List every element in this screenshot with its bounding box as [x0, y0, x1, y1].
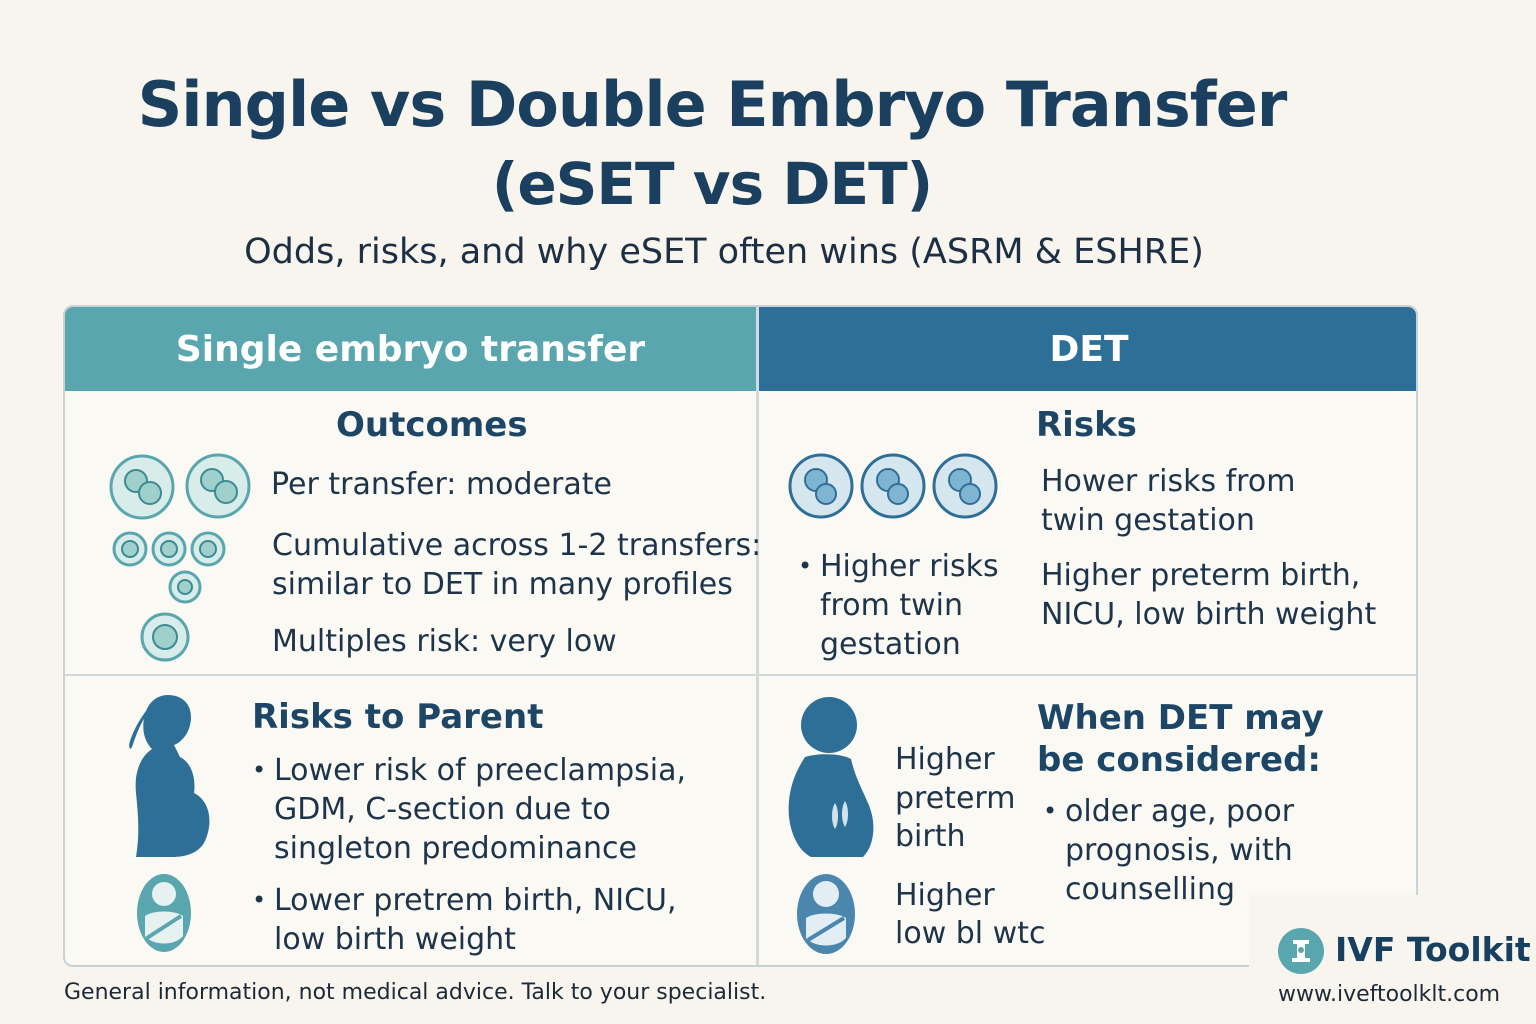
per-transfer-text: Per transfer: moderate [271, 467, 612, 502]
when-det-bullet-line2: prognosis, with [1065, 833, 1293, 868]
embryo-icon [190, 531, 226, 567]
parent-risk-bullet2-line1: Lower pretrem birth, NICU, [252, 881, 677, 920]
higher-low-weight-line1: Higher [895, 878, 995, 913]
risks-to-parent-heading: Risks to Parent [252, 697, 544, 737]
parent-risk-bullet2-line2: low birth weight [274, 922, 516, 957]
twin-risk-bullet-line1: Higher risks [798, 547, 999, 586]
twin-risk-bullet-line3: gestation [820, 627, 961, 662]
column-header-det: DET [758, 307, 1416, 391]
higher-preterm-line1: Higher [895, 742, 995, 777]
column-divider [756, 307, 759, 965]
outcomes-heading: Outcomes [336, 405, 528, 445]
risks-heading: Risks [1036, 405, 1137, 445]
pregnant-person-icon [129, 695, 210, 857]
embryo-icon [109, 454, 175, 520]
brand-name: IVF Toolkit [1335, 930, 1531, 969]
when-det-heading-line2: be considered: [1037, 740, 1322, 780]
swaddled-baby-icon [137, 874, 191, 952]
when-det-heading-line1: When DET may [1037, 698, 1324, 738]
three-embryos-icon [788, 453, 998, 519]
page-subtitle: Odds, risks, and why eSET often wins (AS… [244, 232, 1204, 272]
embryo-icon [860, 453, 926, 519]
when-det-bullet-line1: older age, poor [1043, 792, 1294, 831]
parent-risk-bullet1-line2: GDM, C-section due to [274, 792, 611, 827]
hower-risks-line2: twin gestation [1041, 503, 1255, 538]
cumulative-text-line2: similar to DET in many profiles [272, 567, 733, 602]
row-divider [65, 674, 1416, 676]
parent-risk-bullet1-line1: Lower risk of preeclampsia, [252, 751, 686, 790]
brand-logo-icon [1278, 928, 1324, 974]
brand-url[interactable]: www.iveftoolklt.com [1278, 982, 1501, 1007]
embryo-icon [168, 570, 202, 604]
swaddled-baby-icon [797, 874, 855, 954]
preterm-risk-line1: Higher preterm birth, [1041, 558, 1361, 593]
disclaimer: General information, not medical advice.… [64, 980, 767, 1005]
embryo-icon [788, 453, 854, 519]
preterm-risk-line2: NICU, low birth weight [1041, 597, 1377, 632]
page-title: Single vs Double Embryo Transfer [137, 68, 1288, 141]
twins-pregnancy-icon [788, 697, 874, 857]
embryo-icon [932, 453, 998, 519]
embryo-icon [140, 612, 190, 662]
twin-risk-bullet-line2: from twin [820, 588, 963, 623]
page-title-abbrev: (eSET vs DET) [491, 150, 933, 218]
when-det-bullet-line3: counselling [1065, 872, 1236, 907]
parent-risk-bullet1-line3: singleton predominance [274, 831, 637, 866]
embryo-cluster-icon [109, 453, 251, 662]
cumulative-text-line1: Cumulative across 1-2 transfers: [272, 528, 762, 563]
higher-preterm-line2: preterm [895, 781, 1016, 816]
higher-low-weight-line2: low bl wtc [895, 916, 1046, 951]
hower-risks-line1: Hower risks from [1041, 464, 1296, 499]
embryo-icon [151, 531, 187, 567]
column-header-set: Single embryo transfer [65, 307, 756, 391]
comparison-table: Single embryo transfer DET [63, 305, 1418, 967]
embryo-icon [112, 531, 148, 567]
embryo-icon [185, 453, 251, 519]
multiples-risk-text: Multiples risk: very low [272, 624, 617, 659]
higher-preterm-line3: birth [895, 819, 966, 854]
